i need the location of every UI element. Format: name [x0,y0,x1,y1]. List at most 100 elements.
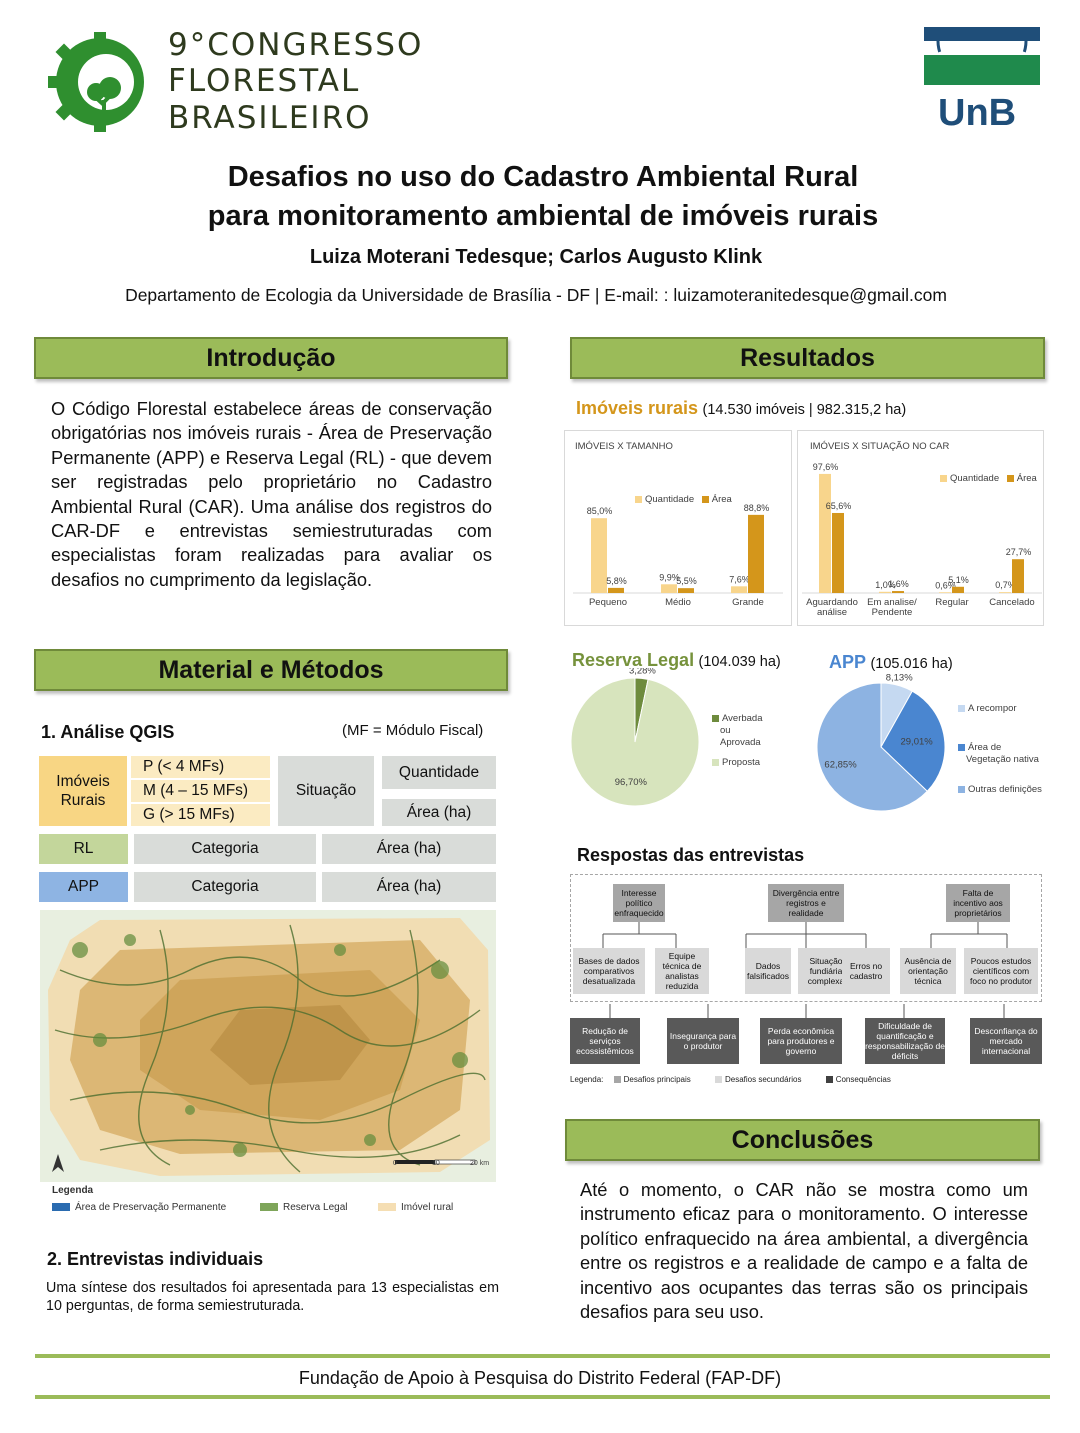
rl-legend-averbada-3: Aprovada [720,737,761,748]
flowchart-frame [570,874,1042,1002]
app-recompor-swatch [958,704,965,712]
table-rl-categoria: Categoria [134,834,316,864]
category-label: Pequeno [589,597,627,608]
chart2-legend: Quantidade Área [940,473,1037,484]
app-legend-recompor-label: A recompor [968,703,1017,714]
chart2-title: IMÓVEIS X SITUAÇÃO NO CAR [810,441,950,452]
rl-legend-averbada-1: Averbada [722,713,763,724]
chart1-legend-a: Área [711,494,732,505]
slice-label: 29,01% [900,737,933,748]
flow-sec-6: Ausência de orientação técnica [900,948,956,994]
flow-legend-label: Legenda: [570,1075,604,1084]
category-label: Regular [935,597,968,608]
imoveis-rurais-detail: (14.530 imóveis | 982.315,2 ha) [702,402,907,418]
scale-0: 0 [393,1160,397,1167]
flow-sec-2: Equipe técnica de analistas reduzida [655,948,709,994]
table-imoveis: Imóveis Rurais [39,756,127,826]
rl-label: Reserva Legal [572,650,695,670]
data-label: 5,8% [606,576,627,586]
table-app-area: Área (ha) [322,872,496,902]
slice-label: 3,28% [629,668,656,676]
congress-name-line1: 9°CONGRESSO [168,27,424,63]
poster-title-line1: Desafios no uso do Cadastro Ambiental Ru… [227,161,859,193]
app-pie-chart: 8,13% 29,01% 62,85% [816,672,946,812]
map-legend-title: Legenda [52,1185,94,1196]
mf-note: (MF = Módulo Fiscal) [342,722,484,739]
category-label: Em analise/ [867,597,917,608]
app-legend: A recompor Área de Vegetação nativa Outr… [958,703,1042,796]
chart2-legend-a: Área [1016,473,1037,484]
legend-swatch-area-2 [1006,474,1014,482]
data-label: 27,7% [1006,547,1032,557]
flow-sec-1: Bases de dados comparativos desatualizad… [573,948,645,994]
flow-cons-1: Redução de serviços ecossistêmicos [570,1018,640,1064]
poster-title-line2: para monitoramento ambiental de imóveis … [207,200,879,232]
data-label: 1,0% [875,580,896,590]
app-legend-outras-label: Outras definições [968,784,1042,795]
data-label: 7,6% [729,574,750,584]
app-caption: APP (105.016 ha) [829,652,953,673]
data-label: 85,0% [587,506,613,516]
app-legend-outras: Outras definições [958,784,1042,796]
scale-20: 20 km [470,1160,490,1167]
chart1-plot: 85,0% 5,8% Pequeno 9,9%5,5% Médio 7,6% 88,8% Gr… [573,503,783,608]
flow-sec-7: Poucos estudos científicos com foco no p… [964,948,1038,994]
congress-name-line3: BRASILEIRO [168,100,372,136]
results-heading: Resultados [570,337,1045,379]
unb-label: UnB [938,92,1017,134]
slice-label: 62,85% [824,759,857,770]
authors: Luiza Moterani Tedesque; Carlos Augusto … [309,246,763,268]
rl-legend-averbada: Averbada [712,713,763,725]
unb-logo-icon [924,27,1040,85]
flow-cons-3: Perda econômica para produtores e govern… [760,1018,842,1064]
bar-area [952,586,964,593]
rl-legend-averbada-2: ou [720,725,731,736]
scale-10: 10 [432,1160,440,1167]
affiliation: Departamento de Ecologia da Universidade… [125,285,947,305]
footer-bottom-line [35,1395,1050,1399]
app-detail: (105.016 ha) [870,656,953,672]
rl-legend: Averbada ou Aprovada Proposta [712,713,763,769]
rl-detail: (104.039 ha) [698,654,781,670]
legend-swatch-area [701,495,709,503]
table-g: G (> 15 MFs) [131,804,270,826]
table-quantidade: Quantidade [382,756,496,789]
rl-pie-chart: 3,28% 96,70% [570,668,700,807]
app-swatch [52,1203,70,1212]
chart1-title: IMÓVEIS X TAMANHO [575,441,673,452]
flowchart-arrows [609,1004,1005,1018]
map-legend-rl: Reserva Legal [260,1202,347,1213]
pie-slice [570,677,700,807]
conclusions-heading: Conclusões [565,1119,1040,1161]
flow-legend-cons: Consequências [835,1075,891,1084]
bar-quantidade [819,473,831,593]
table-app: APP [39,872,128,902]
intro-heading: Introdução [34,337,508,379]
flow-legend-cons-swatch [825,1076,833,1084]
study-area-map [40,910,496,1182]
footer-text: Fundação de Apoio à Pesquisa do Distrito… [298,1368,782,1388]
flow-legend-main: Desafios principais [623,1075,691,1084]
app-legend-veg-2: Vegetação nativa [966,754,1039,765]
flow-legend-main-swatch [613,1076,621,1084]
rl-averbada-swatch [712,714,719,722]
bar-quantidade [999,592,1011,593]
bar-area [748,514,764,593]
bar-area [832,512,844,593]
conclusions-text: Até o momento, o CAR não se mostra como … [580,1179,1028,1323]
category-label: Médio [665,597,691,608]
flowchart-legend: Legenda: Desafios principais Desafios se… [570,1075,891,1084]
table-p: P (< 4 MFs) [131,756,270,778]
category-label: Cancelado [989,597,1034,608]
app-veg-swatch [958,743,965,751]
data-label: 88,8% [744,503,770,513]
slice-label: 96,70% [615,777,648,788]
data-label: 0,6% [935,580,956,590]
bar-quantidade [591,518,607,593]
chart2-legend-q: Quantidade [950,473,1000,484]
imoveis-rurais-label: Imóveis rurais [576,398,699,418]
map-legend-app-label: Área de Preservação Permanente [75,1202,227,1213]
data-label: 97,6% [813,462,839,472]
imovel-swatch [378,1203,396,1212]
map-legend-imovel-label: Imóvel rural [401,1202,454,1213]
